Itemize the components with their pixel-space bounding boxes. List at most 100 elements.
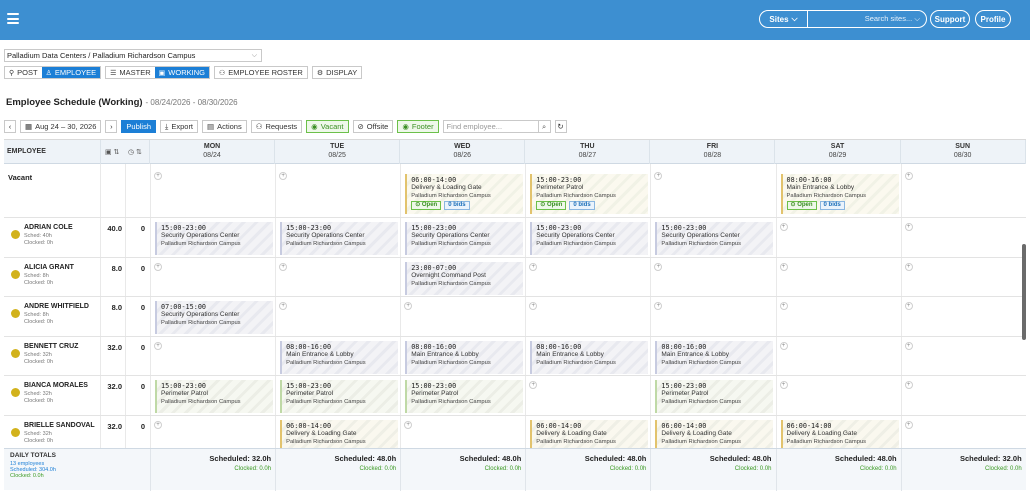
day-name: SUN: [955, 143, 971, 150]
cell-divider: [900, 376, 902, 415]
add-shift-button[interactable]: +: [904, 381, 913, 389]
shift-card[interactable]: 08:00-16:00 Main Entrance & Lobby Palladiu…: [780, 174, 899, 214]
next-week-button[interactable]: ›: [105, 120, 118, 133]
add-shift-button[interactable]: +: [779, 262, 788, 271]
employee-name[interactable]: ANDRE WHITFIELD: [24, 303, 89, 310]
shift-card[interactable]: 15:00-23:00 Security Operations Center Pal…: [530, 222, 649, 255]
date-range-picker[interactable]: ▦ Aug 24 – 30, 2026: [20, 120, 102, 133]
shift-card[interactable]: 15:00-23:00 Perimeter Patrol Palladium Ric…: [655, 380, 774, 413]
export-button[interactable]: ⤓ Export: [160, 120, 199, 133]
shift-post: Delivery & Loading Gate: [536, 429, 607, 437]
add-shift-button[interactable]: +: [154, 172, 162, 180]
shift-card[interactable]: 08:00-16:00 Main Entrance & Lobby Palladiu…: [280, 340, 399, 374]
sites-search-input[interactable]: Search sites... ⌵: [864, 14, 920, 23]
add-shift-button[interactable]: +: [779, 341, 788, 350]
profile-button[interactable]: Profile: [975, 10, 1011, 28]
shift-card[interactable]: 06:00-14:00 Delivery & Loading Gate Pallad…: [405, 174, 524, 214]
tab-master[interactable]: ☰ MASTER: [110, 68, 151, 77]
shift-post: Main Entrance & Lobby: [786, 184, 855, 191]
add-shift-button[interactable]: +: [779, 302, 788, 310]
shift-card[interactable]: 06:00-14:00 Delivery & Loading Gate Pallad…: [780, 419, 899, 453]
add-shift-button[interactable]: +: [904, 341, 913, 350]
add-shift-button[interactable]: +: [654, 172, 663, 180]
offsite-toggle[interactable]: ⊘ Offsite: [352, 120, 394, 133]
cell-divider: [650, 297, 652, 336]
employee-name[interactable]: ALICIA GRANT: [24, 263, 74, 271]
actions-button[interactable]: ▤ Actions: [202, 120, 247, 133]
tab-post[interactable]: ⚲ POST: [9, 68, 38, 77]
shift-badges: ⊙ Open 0 bids: [411, 201, 519, 210]
shift-card[interactable]: 08:00-16:00 Main Entrance & Lobby Palladiu…: [530, 340, 649, 374]
eye-icon: ◉: [311, 122, 318, 131]
shift-card[interactable]: 08:00-16:00 Main Entrance & Lobby Palladiu…: [655, 340, 774, 374]
employee-row: ADRIAN COLE Sched: 40h Clocked: 0h 40.0 0 + +1…: [4, 218, 1026, 258]
employee-name[interactable]: ADRIAN COLE: [24, 224, 73, 231]
add-shift-button[interactable]: +: [654, 302, 663, 310]
shift-card[interactable]: 15:00-23:00 Security Operations Center Pal…: [280, 222, 399, 255]
employee-ot: 0: [140, 421, 145, 431]
cell-divider: [775, 415, 777, 454]
shift-card[interactable]: 06:00-14:00 Delivery & Loading Gate Pallad…: [655, 419, 774, 453]
shift-card[interactable]: 15:00-23:00 Perimeter Patrol Palladium Ric…: [280, 380, 399, 413]
add-shift-button[interactable]: +: [779, 223, 788, 231]
shift-time: 07:00-15:00: [161, 303, 207, 311]
add-shift-button[interactable]: +: [404, 420, 413, 429]
employee-name[interactable]: BENNETT CRUZ: [24, 342, 79, 350]
clock-sort-icon[interactable]: ◷ ⇅: [128, 149, 142, 156]
add-shift-button[interactable]: +: [279, 302, 288, 310]
add-shift-button[interactable]: +: [279, 262, 288, 271]
menu-icon[interactable]: [7, 13, 19, 25]
shift-post: Security Operations Center: [536, 232, 615, 239]
add-shift-button[interactable]: +: [529, 381, 538, 389]
shift-card[interactable]: 15:00-23:00 Perimeter Patrol Palladium Ric…: [155, 380, 273, 413]
shift-card[interactable]: 08:00-16:00 Main Entrance & Lobby Palladiu…: [405, 340, 524, 374]
tab-employee[interactable]: ♙ EMPLOYEE: [41, 67, 101, 78]
calendar-sort-icon[interactable]: ▣ ⇅: [105, 149, 120, 156]
shift-card[interactable]: 15:00-23:00 Perimeter Patrol Palladium Ric…: [405, 380, 524, 413]
shift-card[interactable]: 15:00-23:00 Perimeter Patrol Palladium Ric…: [530, 174, 649, 214]
add-shift-button[interactable]: +: [654, 262, 663, 271]
shift-card[interactable]: 23:00-07:00 Overnight Command Post Palladi…: [405, 261, 524, 295]
tab-employee-roster[interactable]: ⚇ EMPLOYEE ROSTER: [218, 68, 303, 77]
find-employee-input[interactable]: Find employee... ⌕: [442, 120, 551, 133]
add-shift-button[interactable]: +: [154, 262, 162, 271]
add-shift-button[interactable]: +: [904, 172, 913, 180]
cell-divider: [900, 218, 902, 257]
tab-working[interactable]: ▣ WORKING: [154, 67, 209, 78]
add-shift-button[interactable]: +: [904, 302, 913, 310]
add-shift-button[interactable]: +: [154, 341, 162, 350]
vacant-toggle[interactable]: ◉ Vacant: [306, 120, 349, 133]
add-shift-button[interactable]: +: [904, 223, 913, 231]
add-shift-button[interactable]: +: [154, 420, 162, 429]
tab-display[interactable]: ⚙ DISPLAY: [316, 68, 358, 77]
publish-button[interactable]: Publish: [121, 120, 157, 133]
employee-row: ANDRE WHITFIELD Sched: 8h Clocked: 0h 8.0 0 +…: [4, 297, 1026, 337]
site-select[interactable]: Palladium Data Centers / Palladium Richa…: [4, 49, 262, 62]
support-button[interactable]: Support: [930, 10, 970, 28]
day-total-scheduled: Scheduled: 48.0h: [584, 454, 647, 463]
add-shift-button[interactable]: +: [404, 302, 413, 310]
footer-toggle[interactable]: ◉ Footer: [397, 120, 439, 133]
add-shift-button[interactable]: +: [529, 262, 538, 271]
employee-name[interactable]: BIANCA MORALES: [24, 382, 88, 389]
refresh-button[interactable]: ↻: [554, 120, 567, 133]
add-shift-button[interactable]: +: [279, 172, 288, 180]
prev-week-button[interactable]: ‹: [4, 120, 16, 133]
requests-button[interactable]: ⚇ Requests: [250, 120, 303, 133]
shift-card[interactable]: 15:00-23:00 Security Operations Center Pal…: [655, 222, 774, 255]
sites-dropdown-button[interactable]: Sites ⌵: [760, 11, 808, 27]
shift-card[interactable]: 15:00-23:00 Security Operations Center Pal…: [405, 222, 524, 255]
shift-card[interactable]: 07:00-15:00 Security Operations Center Pal…: [155, 301, 273, 334]
search-icon[interactable]: ⌕: [537, 121, 550, 132]
add-shift-button[interactable]: +: [779, 381, 788, 389]
add-shift-button[interactable]: +: [904, 262, 913, 271]
add-shift-button[interactable]: +: [529, 302, 538, 310]
shift-card[interactable]: 15:00-23:00 Security Operations Center Pal…: [155, 222, 273, 255]
page-date-range: - 08/24/2026 - 08/30/2026: [145, 98, 238, 107]
shift-card[interactable]: 06:00-14:00 Delivery & Loading Gate Pallad…: [530, 419, 649, 453]
employee-name[interactable]: BRIELLE SANDOVAL: [24, 421, 95, 429]
shift-card[interactable]: 06:00-14:00 Delivery & Loading Gate Pallad…: [280, 419, 399, 453]
add-shift-button[interactable]: +: [904, 420, 913, 429]
vertical-scrollbar[interactable]: [1022, 244, 1026, 340]
shift-post: Security Operations Center: [661, 232, 740, 239]
